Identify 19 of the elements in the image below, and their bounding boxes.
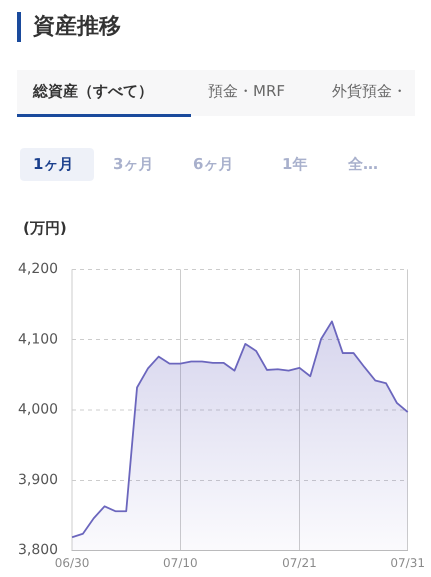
text: 預金・MRF bbox=[208, 82, 285, 101]
y-tick-label: 4,200 bbox=[18, 261, 58, 278]
text: 6ヶ月 bbox=[193, 155, 234, 174]
text: 3ヶ月 bbox=[113, 155, 154, 174]
text: 外貨預金・ bbox=[332, 82, 407, 101]
y-tick-label: 4,000 bbox=[18, 402, 58, 418]
x-tick-label: 07/31 bbox=[390, 556, 426, 570]
y-axis-title: (万円) bbox=[23, 219, 67, 238]
x-tick-label: 06/30 bbox=[54, 556, 90, 570]
text: 1年 bbox=[282, 155, 308, 174]
x-tick-label: 07/21 bbox=[282, 556, 317, 570]
text: 全… bbox=[348, 155, 378, 174]
text: 1ヶ月 bbox=[33, 155, 74, 174]
text: 総資産（すべて） bbox=[33, 82, 153, 101]
y-tick-label: 3,900 bbox=[18, 472, 58, 488]
y-tick-label: 4,100 bbox=[18, 331, 58, 348]
x-tick-label: 07/10 bbox=[163, 556, 198, 570]
y-tick-label: 3,800 bbox=[18, 542, 58, 558]
chart-title: 資産推移 bbox=[33, 13, 121, 41]
